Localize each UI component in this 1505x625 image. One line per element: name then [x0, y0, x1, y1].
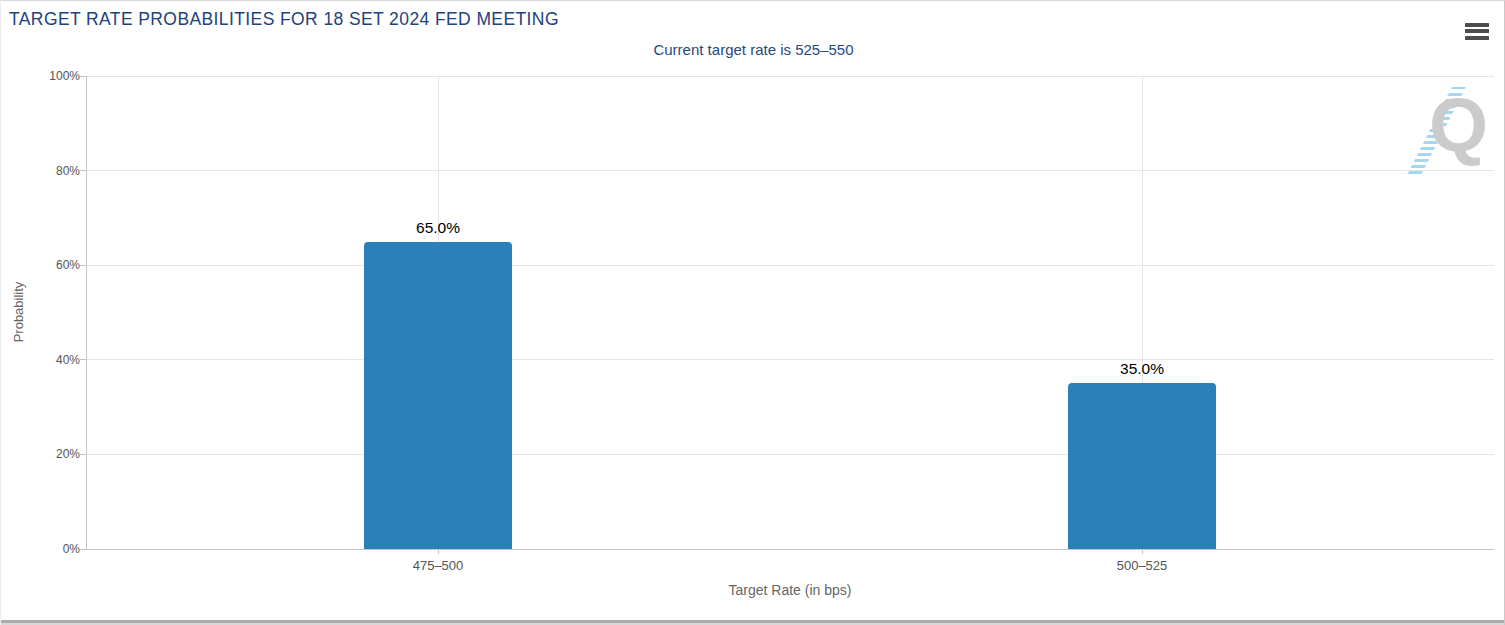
y-axis-tick-label: 0% [1, 541, 80, 557]
bar-value-label: 65.0% [358, 219, 518, 237]
x-axis-category-label: 475–500 [358, 558, 518, 573]
bar-column-475-500[interactable] [364, 242, 512, 549]
y-gridline [86, 454, 1494, 455]
y-axis-line [86, 76, 87, 550]
quandl-watermark: Q [1421, 85, 1501, 180]
plot-area: 0% 20% 40% 60% 80% 100% 65.0% 475–500 35.0% 500–5… [1, 1, 1505, 625]
bar-value-label: 35.0% [1062, 360, 1222, 378]
fed-target-rate-probabilities-chart: TARGET RATE PROBABILITIES FOR 18 SET 202… [0, 0, 1505, 625]
y-axis-tick-label: 100% [1, 68, 80, 84]
watermark-q-letter: Q [1429, 87, 1488, 163]
x-axis-category-label: 500–525 [1062, 558, 1222, 573]
y-axis-tick-label: 40% [1, 352, 80, 368]
y-gridline [86, 265, 1494, 266]
y-gridline [86, 359, 1494, 360]
horizontal-scrollbar[interactable] [1, 620, 1505, 625]
y-axis-tick-label: 80% [1, 163, 80, 179]
y-axis-tick-label: 20% [1, 446, 80, 462]
x-axis-line [86, 549, 1494, 550]
y-gridline [86, 76, 1494, 77]
bar-column-500-525[interactable] [1068, 383, 1216, 549]
y-gridline [86, 170, 1494, 171]
y-axis-tick-label: 60% [1, 257, 80, 273]
x-axis-title: Target Rate (in bps) [86, 582, 1494, 598]
